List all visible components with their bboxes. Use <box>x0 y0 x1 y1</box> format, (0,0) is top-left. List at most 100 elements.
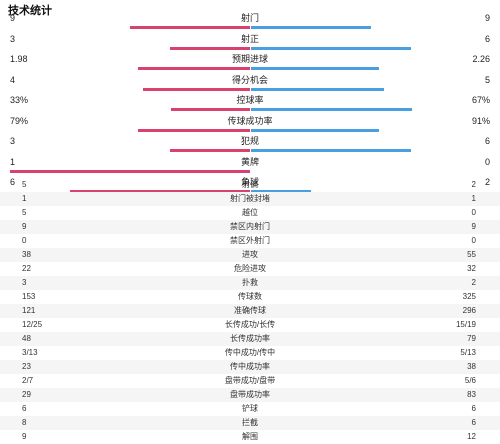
table-row: 9 禁区内射门 9 <box>0 220 500 234</box>
home-value: 5 <box>22 180 27 189</box>
home-value: 9 <box>10 13 16 23</box>
away-value: 2 <box>471 180 476 189</box>
away-bar <box>251 67 379 70</box>
stat-label: 传球数 <box>238 292 262 301</box>
home-value: 2/7 <box>22 376 34 385</box>
away-value: 296 <box>462 306 476 315</box>
home-value: 3 <box>10 136 16 146</box>
away-value: 2 <box>484 177 490 187</box>
table-row: 121 准确传球 296 <box>0 304 500 318</box>
stat-label: 越位 <box>242 208 258 217</box>
stat-label: 解围 <box>242 432 258 441</box>
table-row: 3 扑救 2 <box>0 276 500 290</box>
away-value: 83 <box>467 390 476 399</box>
home-value: 12/25 <box>22 320 43 329</box>
home-value: 23 <box>22 362 31 371</box>
stat-row-shots-on-target: 3 射正 6 <box>0 33 500 53</box>
home-value: 33% <box>10 95 29 105</box>
away-value: 5 <box>484 74 490 85</box>
away-value: 0 <box>484 156 490 167</box>
table-row: 5 射偏 2 <box>0 178 500 192</box>
away-value: 32 <box>467 264 476 273</box>
away-value: 6 <box>484 33 490 44</box>
home-value: 29 <box>22 390 31 399</box>
away-bar <box>251 87 384 91</box>
stat-label: 盘带成功率 <box>230 390 270 399</box>
away-value: 1 <box>471 194 476 203</box>
home-value: 4 <box>10 74 16 85</box>
away-value: 91% <box>471 115 490 126</box>
home-value: 22 <box>22 264 31 273</box>
stat-label: 黄牌 <box>240 156 259 167</box>
stat-label: 传中成功/传中 <box>224 348 276 357</box>
table-row: 1 射门被封堵 1 <box>0 192 500 206</box>
stat-label: 犯规 <box>240 136 259 146</box>
stat-label: 射门 <box>240 13 259 23</box>
away-value: 67% <box>471 95 490 105</box>
table-row: 153 传球数 325 <box>0 290 500 304</box>
stat-label: 射正 <box>240 33 259 44</box>
stat-label: 传球成功率 <box>227 115 273 126</box>
away-value: 5/13 <box>460 348 476 357</box>
stat-label: 铲球 <box>242 404 258 413</box>
away-value: 6 <box>484 136 490 146</box>
stat-label: 准确传球 <box>234 306 266 315</box>
home-value: 121 <box>22 306 36 315</box>
stat-label: 拦截 <box>242 418 258 427</box>
stat-label: 预期进球 <box>231 54 268 64</box>
table-row: 2/7 盘带成功/盘带 5/6 <box>0 374 500 388</box>
stat-label: 射偏 <box>242 180 258 189</box>
stat-row-possession: 33% 控球率 67% <box>0 94 500 114</box>
page-title: 技术统计 <box>8 5 52 17</box>
home-value: 0 <box>22 236 27 245</box>
away-bar <box>251 46 411 50</box>
away-value: 6 <box>471 404 476 413</box>
home-value: 6 <box>10 177 16 187</box>
stat-row-expected-goals: 1.98 预期进球 2.26 <box>0 53 500 73</box>
away-value: 6 <box>471 418 476 427</box>
stat-label: 角球 <box>240 177 259 187</box>
stat-label: 盘带成功/盘带 <box>224 376 276 385</box>
home-bar <box>138 67 250 70</box>
away-bar <box>251 128 379 132</box>
home-value: 9 <box>22 222 27 231</box>
away-value: 9 <box>471 222 476 231</box>
stat-row-pass-accuracy: 79% 传球成功率 91% <box>0 115 500 135</box>
home-value: 1 <box>22 194 27 203</box>
stat-label: 控球率 <box>236 95 264 105</box>
home-value: 6 <box>22 404 27 413</box>
home-value: 38 <box>22 250 31 259</box>
away-bar <box>251 190 311 193</box>
stat-label: 禁区内射门 <box>230 222 270 231</box>
away-value: 79 <box>467 334 476 343</box>
home-bar <box>70 190 250 193</box>
home-value: 5 <box>22 208 27 217</box>
table-row: 0 禁区外射门 0 <box>0 234 500 248</box>
away-value: 2 <box>471 278 476 287</box>
away-value: 2.26 <box>472 54 490 64</box>
stat-row-shots: 9 射门 9 <box>0 12 500 32</box>
stat-row-scoring-chances: 4 得分机会 5 <box>0 74 500 94</box>
table-row: 5 越位 0 <box>0 206 500 220</box>
home-value: 8 <box>22 418 27 427</box>
stat-row-corners: 6 角球 2 <box>0 176 500 196</box>
stat-row-yellow-cards: 1 黄牌 0 <box>0 156 500 176</box>
stat-label: 进攻 <box>242 250 258 259</box>
away-bar <box>251 149 411 152</box>
table-row: 48 长传成功率 79 <box>0 332 500 346</box>
home-bar <box>143 87 250 91</box>
home-value: 1 <box>10 156 16 167</box>
stat-label: 长传成功率 <box>230 334 270 343</box>
table-row: 29 盘带成功率 83 <box>0 388 500 402</box>
table-row: 3/13 传中成功/传中 5/13 <box>0 346 500 360</box>
stat-label: 得分机会 <box>231 74 268 85</box>
home-value: 3 <box>22 278 27 287</box>
away-value: 0 <box>471 236 476 245</box>
table-row: 6 铲球 6 <box>0 402 500 416</box>
away-value: 55 <box>467 250 476 259</box>
home-value: 153 <box>22 292 36 301</box>
table-row: 38 进攻 55 <box>0 248 500 262</box>
away-value: 12 <box>467 432 476 441</box>
stat-label: 传中成功率 <box>230 362 270 371</box>
away-value: 0 <box>471 208 476 217</box>
